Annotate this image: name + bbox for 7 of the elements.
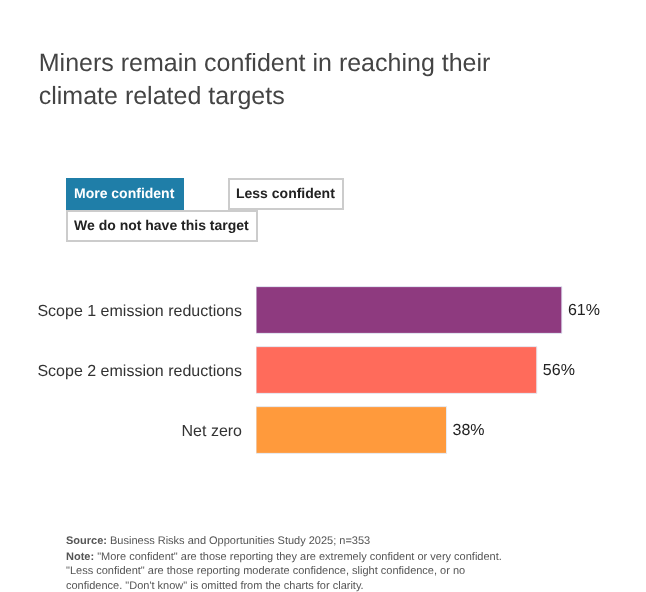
y-tick-label: Net zero [181, 421, 244, 440]
data-label: 56% [542, 361, 575, 379]
data-label: 61% [567, 301, 600, 319]
y-tick-label: Scope 1 emission reductions [37, 301, 242, 320]
data-label: 38% [452, 421, 485, 439]
y-tick-label: Scope 2 emission reductions [37, 361, 242, 380]
chart-title: Miners remain confident in reaching their climate related targets [38, 49, 491, 110]
